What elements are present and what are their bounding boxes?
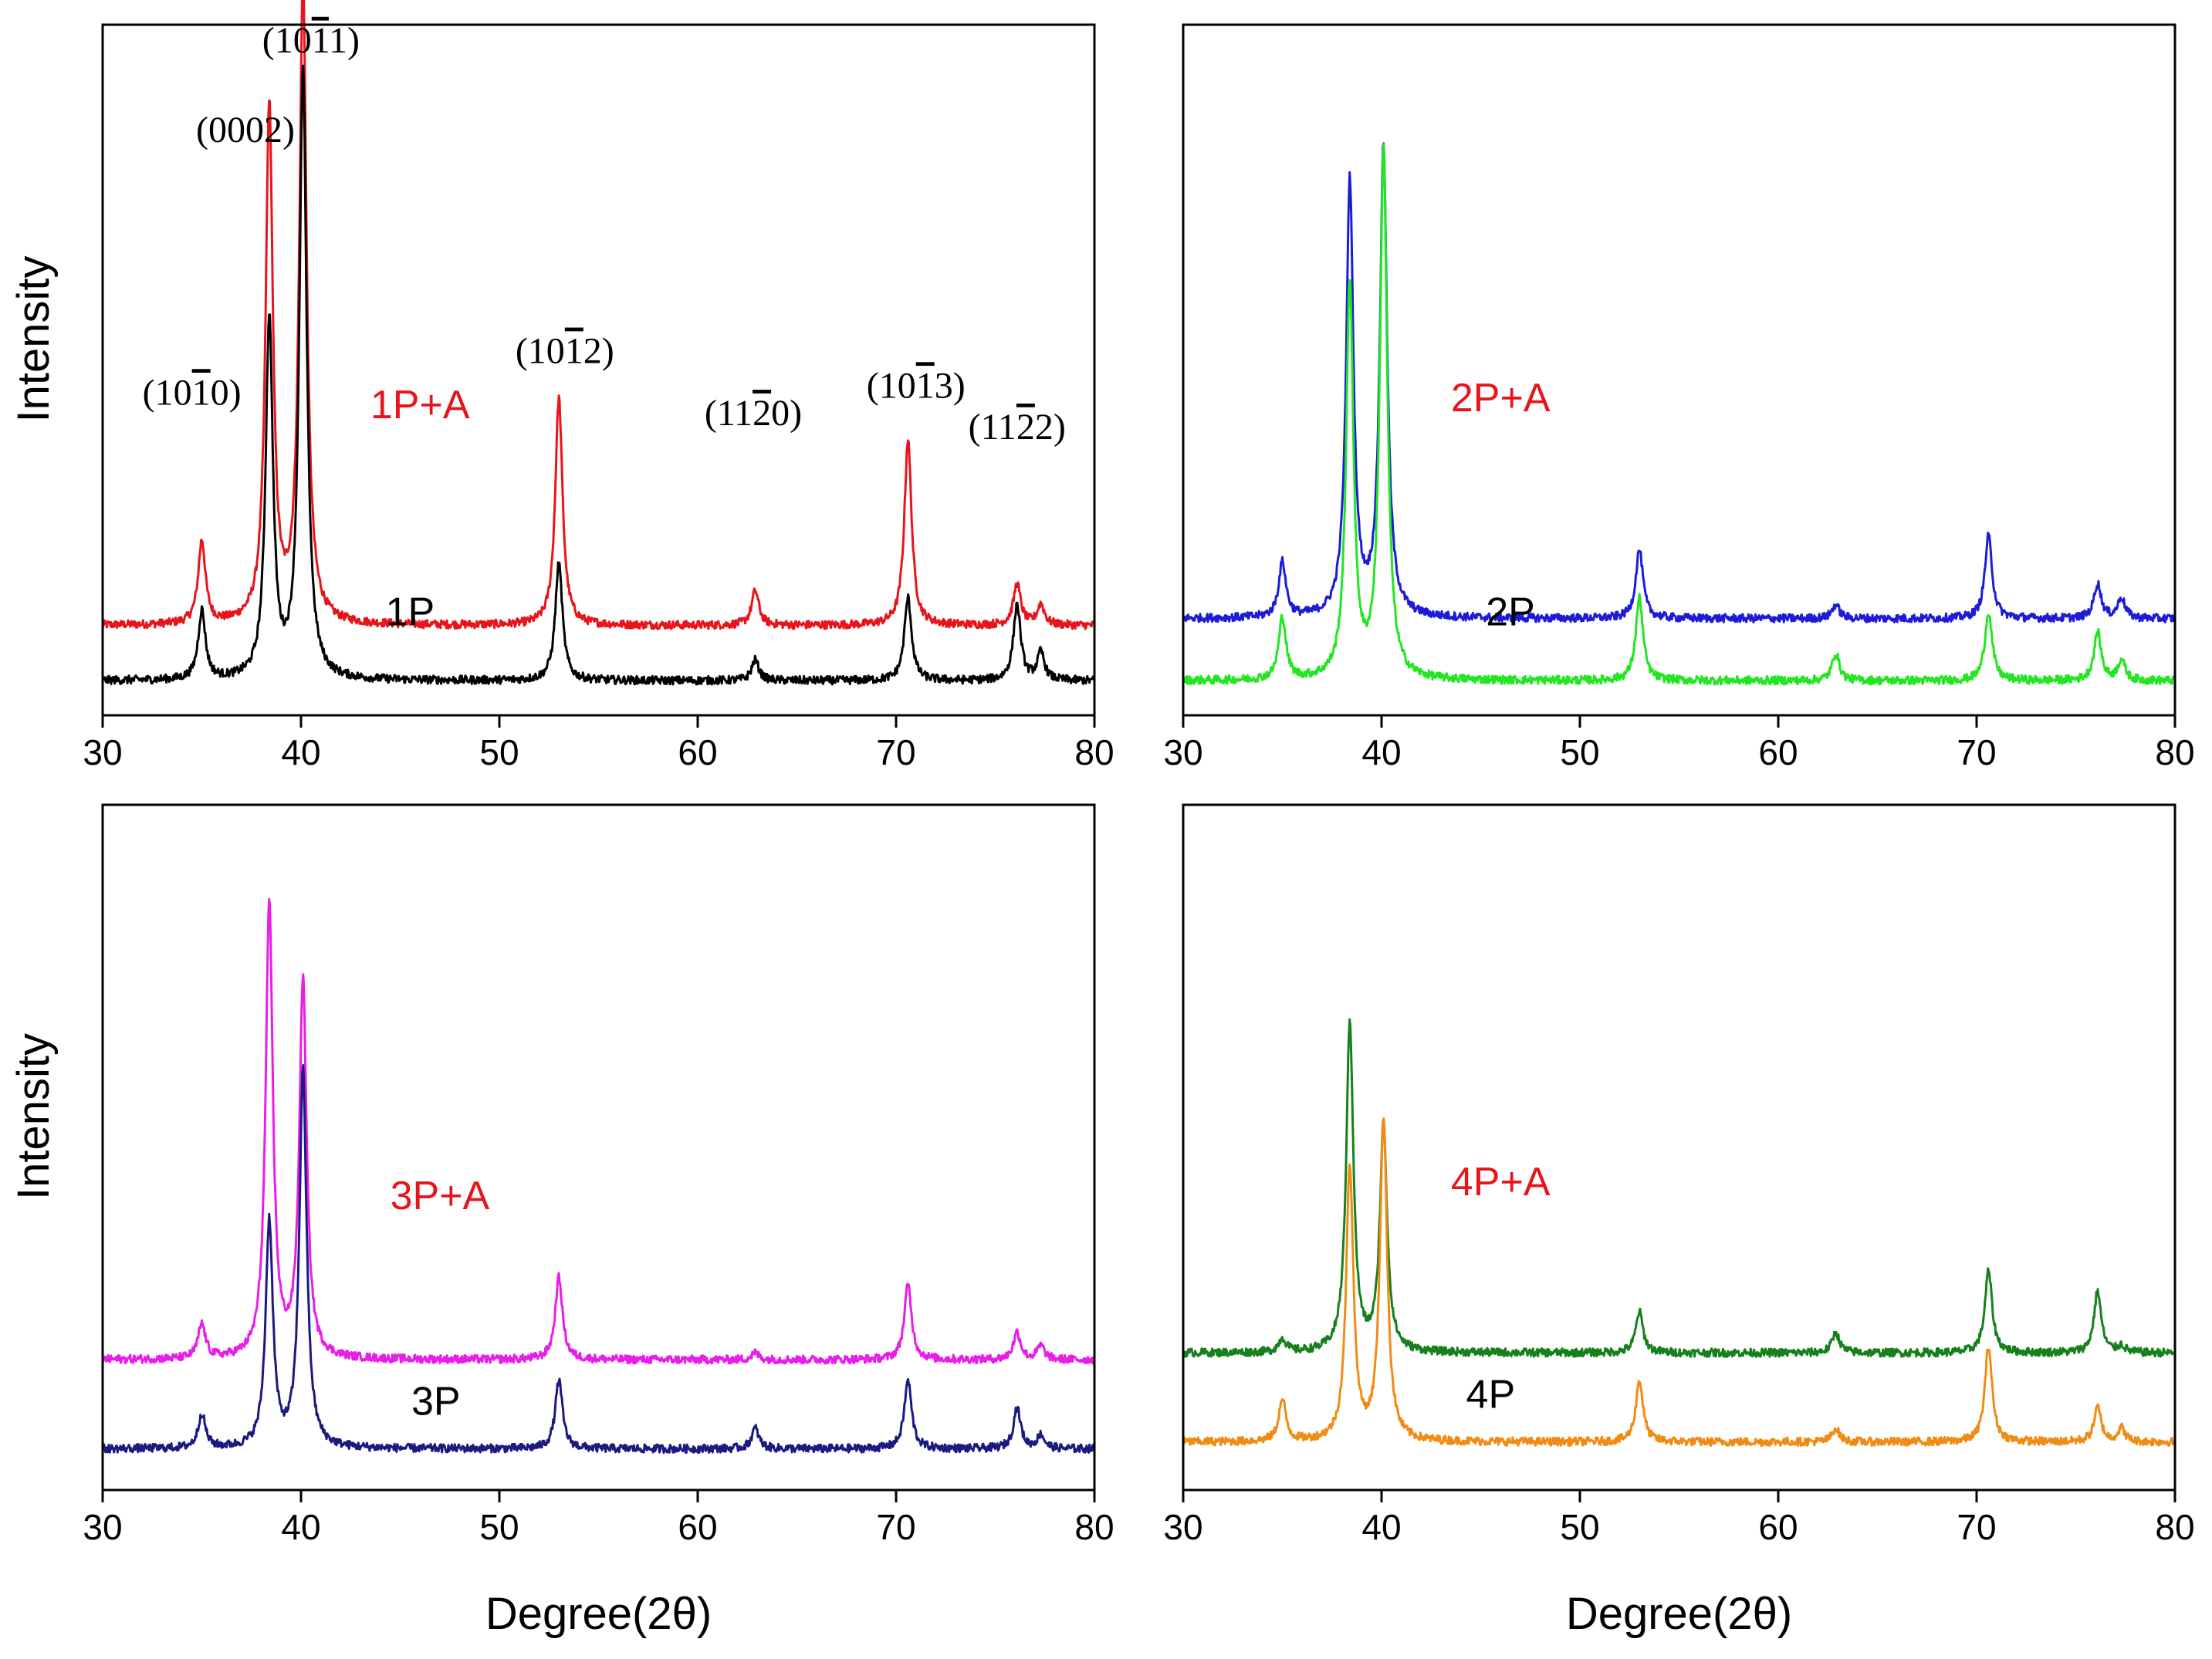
peak-annotation: (1122) (969, 407, 1066, 448)
x-tick-label: 40 (281, 732, 320, 772)
series-label: 3P (411, 1379, 461, 1424)
x-tick-label: 30 (1163, 732, 1202, 772)
series-line-2p (1182, 143, 2176, 686)
series-label: 1P (386, 590, 435, 635)
peak-annotation: (1013) (867, 365, 966, 406)
peak-annotation: (1120) (705, 393, 802, 434)
series-line-4p (1182, 1117, 2176, 1448)
x-tick-label: 40 (1361, 732, 1401, 772)
y-axis-title: Intensity (8, 1033, 59, 1200)
x-tick-label: 40 (281, 1507, 320, 1547)
x-tick-label: 80 (2155, 732, 2194, 772)
x-tick-label: 80 (2155, 1507, 2194, 1547)
series-line-3p (101, 1064, 1096, 1455)
peak-annotation: (1010) (143, 372, 242, 413)
series-label: 1P+A (370, 383, 470, 427)
series-line-1p (101, 64, 1096, 686)
overbar-digit: 2 (753, 393, 771, 434)
overbar-digit: 2 (1016, 407, 1035, 448)
x-axis-title: Degree(2θ) (485, 1589, 712, 1639)
series-label: 3P+A (391, 1174, 490, 1218)
x-tick-label: 80 (1074, 732, 1114, 772)
x-tick-label: 50 (1560, 732, 1599, 772)
plot-frame (101, 803, 1096, 1492)
x-tick-label: 30 (83, 1507, 122, 1547)
series-label: 4P (1466, 1372, 1516, 1417)
y-axis-title: Intensity (8, 256, 59, 423)
overbar-digit: 1 (192, 372, 211, 413)
plot-frame (1182, 23, 2176, 717)
x-tick-label: 70 (876, 732, 915, 772)
x-tick-label: 60 (678, 732, 717, 772)
series-label: 2P (1486, 590, 1535, 635)
series-line-1p-plus-a (101, 0, 1095, 630)
overbar-digit: 1 (312, 20, 329, 61)
panel-bottom-right: 4P+A 4P 30 40 50 60 70 80 Degree(2θ) (1163, 803, 2195, 1639)
x-tick-label: 80 (1074, 1507, 1114, 1547)
peak-annotation: (0002) (196, 110, 295, 150)
x-tick-label: 70 (1957, 1507, 1996, 1547)
x-tick-label: 60 (1758, 1507, 1798, 1547)
peak-annotation: (1012) (516, 331, 614, 372)
x-tick-label: 60 (1758, 732, 1798, 772)
x-tick-label: 30 (83, 732, 122, 772)
panel-bottom-left: 3P+A 3P 30 40 50 60 70 80 Degree(2θ) Intensity (8, 803, 1114, 1639)
plot-frame (1182, 803, 2176, 1492)
series-label: 2P+A (1451, 376, 1551, 421)
x-tick-label: 50 (479, 732, 519, 772)
x-tick-label: 40 (1361, 1507, 1401, 1547)
overbar-digit: 1 (916, 365, 935, 406)
series-label: 4P+A (1451, 1160, 1551, 1205)
x-tick-label: 50 (479, 1507, 519, 1547)
x-tick-label: 30 (1163, 1507, 1202, 1547)
x-axis-title: Degree(2θ) (1566, 1589, 1792, 1639)
plot-frame (101, 23, 1096, 717)
series-line-3p-plus-a (101, 897, 1096, 1365)
series-line-4p-plus-a (1182, 1018, 2176, 1358)
x-tick-label: 60 (678, 1507, 717, 1547)
x-tick-label: 70 (1957, 732, 1996, 772)
peak-annotation: (1011) (262, 20, 360, 61)
x-tick-label: 70 (876, 1507, 915, 1547)
series-line-2p-plus-a (1182, 142, 2176, 623)
overbar-digit: 1 (565, 331, 583, 372)
panel-top-right: 2P+A 2P 30 40 50 60 70 80 (1163, 23, 2195, 772)
x-tick-label: 50 (1560, 1507, 1599, 1547)
panel-top-left: 1P+A 1P (1010) (0002) (1011) (1012) (1120) (101… (8, 0, 1114, 772)
